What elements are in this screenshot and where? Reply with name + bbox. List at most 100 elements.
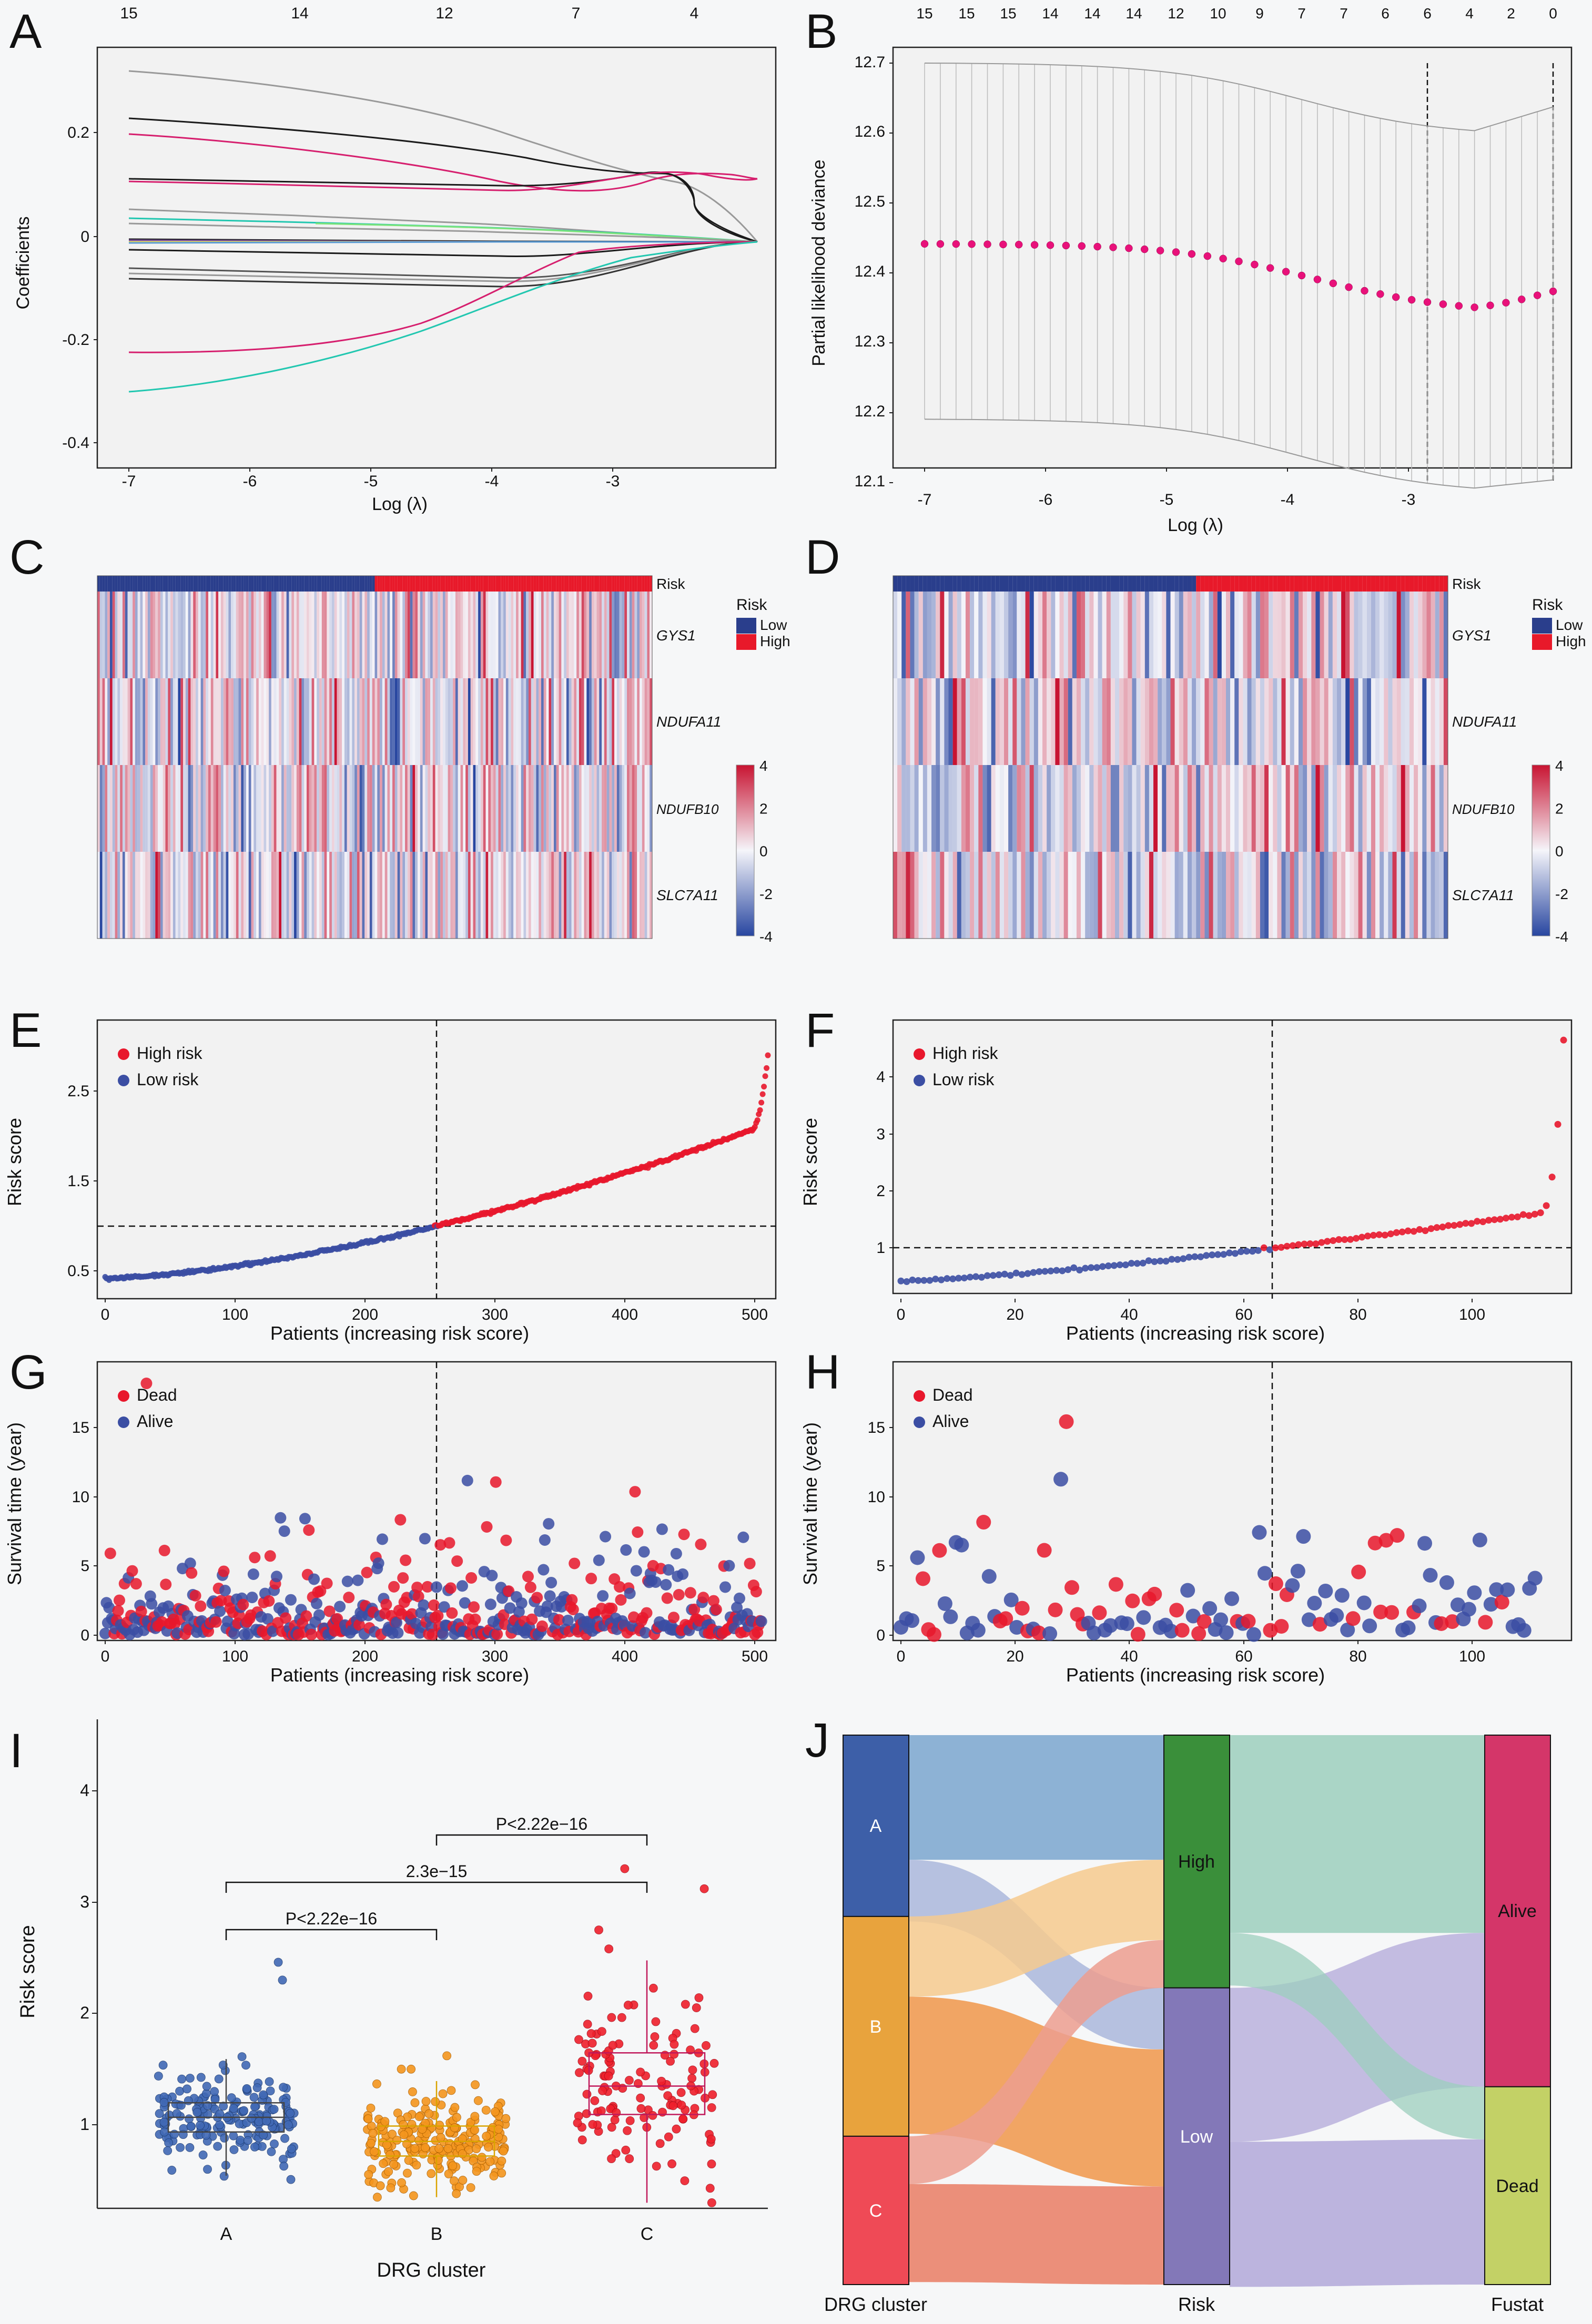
svg-text:-5: -5 xyxy=(364,473,378,490)
svg-text:Risk: Risk xyxy=(1178,2294,1215,2315)
svg-text:20: 20 xyxy=(1006,1306,1023,1323)
svg-text:-2: -2 xyxy=(1555,886,1568,902)
svg-text:15: 15 xyxy=(120,5,137,22)
svg-text:GYS1: GYS1 xyxy=(1452,627,1492,644)
svg-text:12.7: 12.7 xyxy=(855,54,885,71)
svg-text:1: 1 xyxy=(80,2115,89,2134)
svg-text:2: 2 xyxy=(876,1183,885,1200)
svg-text:-3: -3 xyxy=(606,473,620,490)
svg-text:100: 100 xyxy=(1459,1306,1485,1323)
svg-text:2.3e−15: 2.3e−15 xyxy=(406,1862,468,1881)
svg-text:-0.2: -0.2 xyxy=(62,331,89,349)
svg-text:14: 14 xyxy=(1042,5,1058,22)
svg-text:C: C xyxy=(641,2224,654,2244)
svg-text:5: 5 xyxy=(876,1557,885,1575)
svg-text:-4: -4 xyxy=(485,473,499,490)
svg-text:Dead: Dead xyxy=(1496,2176,1538,2196)
svg-text:DRG cluster: DRG cluster xyxy=(824,2294,927,2315)
svg-text:NDUFB10: NDUFB10 xyxy=(1452,801,1515,817)
svg-text:Survival time (year): Survival time (year) xyxy=(799,1422,821,1585)
svg-text:-4: -4 xyxy=(1281,491,1295,508)
svg-text:Partial likelihood deviance: Partial likelihood deviance xyxy=(809,159,829,366)
svg-text:12.2: 12.2 xyxy=(855,403,885,420)
svg-text:Risk: Risk xyxy=(656,576,685,592)
svg-text:3: 3 xyxy=(80,1892,89,1911)
svg-text:Alive: Alive xyxy=(1498,1901,1537,1921)
svg-text:15: 15 xyxy=(958,5,975,22)
svg-text:B: B xyxy=(870,2017,882,2037)
svg-text:GYS1: GYS1 xyxy=(656,627,696,644)
svg-text:-2: -2 xyxy=(759,886,773,902)
svg-text:High risk: High risk xyxy=(932,1044,998,1063)
svg-text:-5: -5 xyxy=(1160,491,1174,508)
svg-text:Risk score: Risk score xyxy=(799,1118,821,1206)
svg-text:2: 2 xyxy=(80,2003,89,2022)
svg-text:Low: Low xyxy=(1556,617,1583,633)
svg-text:Alive: Alive xyxy=(137,1412,173,1431)
svg-text:12.6: 12.6 xyxy=(855,123,885,140)
svg-text:-0.4: -0.4 xyxy=(62,434,89,452)
svg-text:2.5: 2.5 xyxy=(67,1083,89,1100)
svg-text:DRG cluster: DRG cluster xyxy=(377,2259,486,2281)
svg-text:300: 300 xyxy=(482,1306,508,1323)
svg-text:4: 4 xyxy=(80,1781,89,1800)
svg-text:C: C xyxy=(869,2201,883,2221)
svg-text:Coefficients: Coefficients xyxy=(13,216,33,309)
svg-text:4: 4 xyxy=(1555,758,1564,774)
svg-text:Survival time (year): Survival time (year) xyxy=(4,1422,25,1585)
svg-text:15: 15 xyxy=(72,1419,89,1436)
svg-text:Dead: Dead xyxy=(932,1385,973,1404)
svg-text:NDUFB10: NDUFB10 xyxy=(656,801,719,817)
svg-text:-4: -4 xyxy=(759,929,773,945)
svg-text:12.5: 12.5 xyxy=(855,193,885,210)
svg-text:14: 14 xyxy=(1084,5,1100,22)
svg-text:2: 2 xyxy=(1507,5,1515,22)
svg-text:1: 1 xyxy=(876,1239,885,1257)
svg-text:0: 0 xyxy=(1555,843,1564,860)
svg-text:A: A xyxy=(870,1816,882,1836)
svg-text:200: 200 xyxy=(352,1306,378,1323)
svg-text:12: 12 xyxy=(435,5,453,22)
svg-text:4: 4 xyxy=(1465,5,1474,22)
svg-text:P<2.22e−16: P<2.22e−16 xyxy=(496,1815,587,1833)
svg-text:High: High xyxy=(1178,1852,1215,1872)
svg-text:Low risk: Low risk xyxy=(137,1070,199,1089)
svg-text:High: High xyxy=(760,633,790,649)
svg-text:10: 10 xyxy=(1210,5,1226,22)
svg-text:5: 5 xyxy=(80,1557,89,1575)
svg-text:10: 10 xyxy=(72,1489,89,1506)
svg-text:0: 0 xyxy=(80,228,89,246)
svg-text:NDUFA11: NDUFA11 xyxy=(656,713,721,730)
svg-text:15: 15 xyxy=(1000,5,1016,22)
svg-text:7: 7 xyxy=(1340,5,1348,22)
svg-text:40: 40 xyxy=(1120,1306,1138,1323)
svg-text:Risk score: Risk score xyxy=(17,1925,39,2018)
svg-text:4: 4 xyxy=(690,5,699,22)
svg-text:15: 15 xyxy=(916,5,932,22)
svg-text:NDUFA11: NDUFA11 xyxy=(1452,713,1517,730)
svg-text:4: 4 xyxy=(759,758,768,774)
svg-text:0: 0 xyxy=(759,843,768,860)
svg-text:12.4: 12.4 xyxy=(855,263,885,280)
svg-text:Risk: Risk xyxy=(1452,576,1481,592)
svg-text:6: 6 xyxy=(1423,5,1432,22)
svg-text:0: 0 xyxy=(101,1306,110,1323)
svg-text:0: 0 xyxy=(897,1306,906,1323)
svg-text:0.5: 0.5 xyxy=(67,1262,89,1280)
svg-text:2: 2 xyxy=(1555,800,1564,817)
svg-text:7: 7 xyxy=(572,5,581,22)
svg-text:500: 500 xyxy=(742,1306,768,1323)
svg-text:10: 10 xyxy=(868,1489,885,1506)
svg-text:6: 6 xyxy=(1381,5,1390,22)
svg-text:-7: -7 xyxy=(918,491,932,508)
svg-text:B: B xyxy=(431,2224,443,2244)
svg-text:SLC7A11: SLC7A11 xyxy=(656,887,718,903)
svg-text:Risk: Risk xyxy=(736,596,767,614)
svg-text:0: 0 xyxy=(876,1627,885,1644)
svg-text:0: 0 xyxy=(1549,5,1557,22)
svg-text:Dead: Dead xyxy=(137,1385,177,1404)
svg-text:Low: Low xyxy=(760,617,787,633)
svg-text:60: 60 xyxy=(1235,1306,1252,1323)
svg-text:14: 14 xyxy=(1125,5,1142,22)
svg-text:SLC7A11: SLC7A11 xyxy=(1452,887,1514,903)
